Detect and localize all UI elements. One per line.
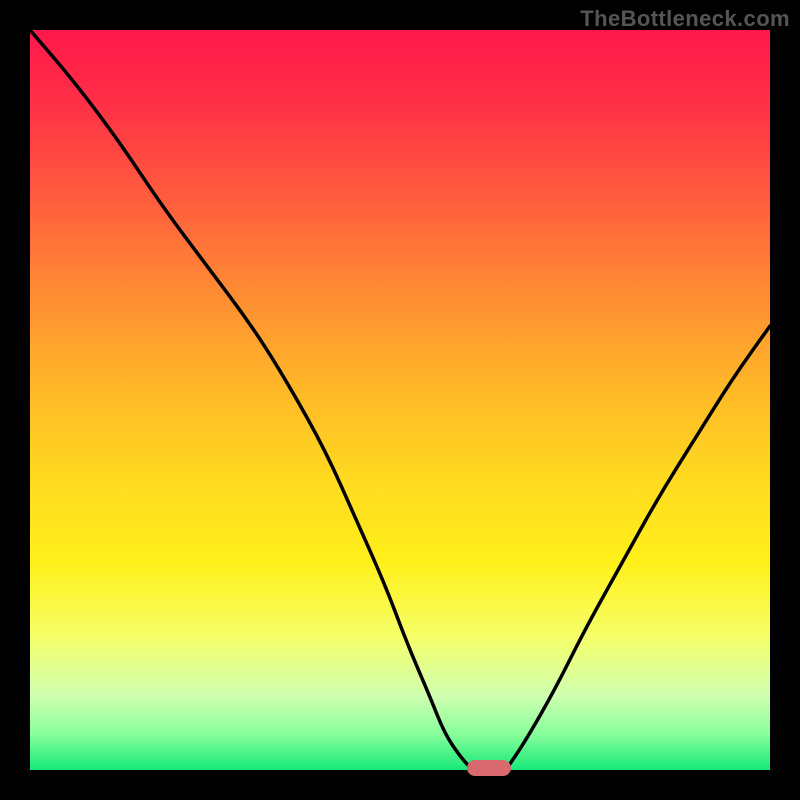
watermark-text: TheBottleneck.com	[580, 6, 790, 32]
chart-frame: TheBottleneck.com	[0, 0, 800, 800]
plot-area	[30, 30, 770, 770]
optimal-marker[interactable]	[467, 760, 511, 776]
bottleneck-curves	[30, 30, 770, 770]
left-curve	[30, 30, 470, 768]
gradient-background	[30, 30, 770, 770]
right-curve	[507, 326, 770, 768]
